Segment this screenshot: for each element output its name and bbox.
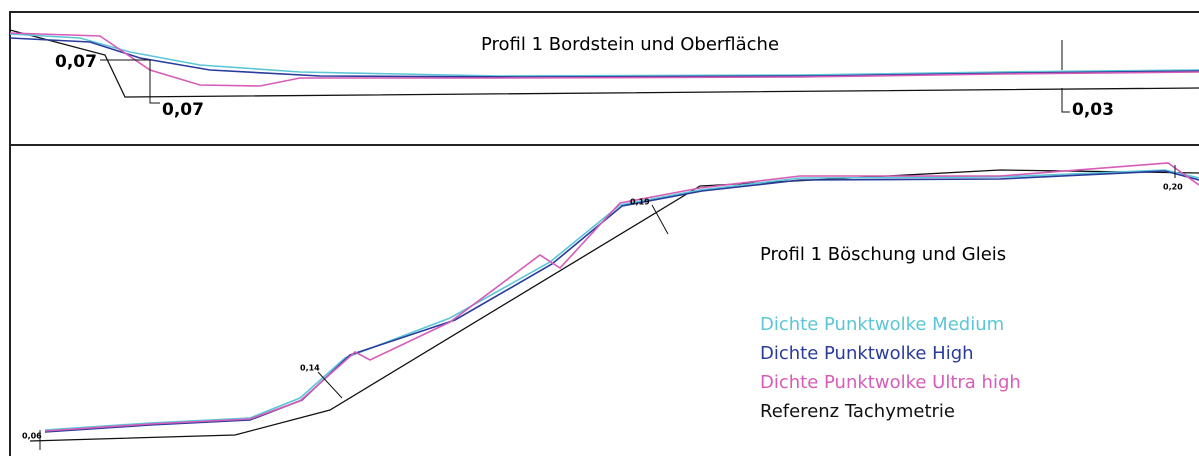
reference-line (9, 29, 1199, 98)
ultra-high-curve (44, 162, 1199, 432)
annotation: 0,06 (22, 432, 42, 441)
panel-title: Profil 1 Bordstein und Oberfläche (481, 34, 779, 55)
legend-entry: Dichte Punktwolke High (760, 343, 974, 364)
legend-entry: Dichte Punktwolke Medium (760, 314, 1004, 335)
reference-line (29, 169, 1199, 442)
panel-title: Profil 1 Böschung und Gleis (760, 244, 1006, 265)
frame (9, 11, 1199, 456)
annotation: 0,20 (1163, 183, 1183, 192)
annotation: 0,07 (55, 52, 97, 72)
medium-curve (9, 33, 1199, 77)
annotation: 0,03 (1072, 100, 1114, 120)
legend-entry: Dichte Punktwolke Ultra high (760, 372, 1021, 393)
high-curve (44, 170, 1199, 433)
annotation: 0,07 (162, 100, 204, 120)
annotation: 0,19 (630, 198, 650, 207)
annotation: 0,14 (300, 364, 320, 373)
dimension-marker (100, 40, 1070, 113)
legend-entry: Referenz Tachymetrie (760, 401, 955, 422)
dimension-marker (39, 165, 1176, 450)
medium-curve (44, 169, 1199, 431)
ultra-high-curve (9, 32, 1199, 87)
